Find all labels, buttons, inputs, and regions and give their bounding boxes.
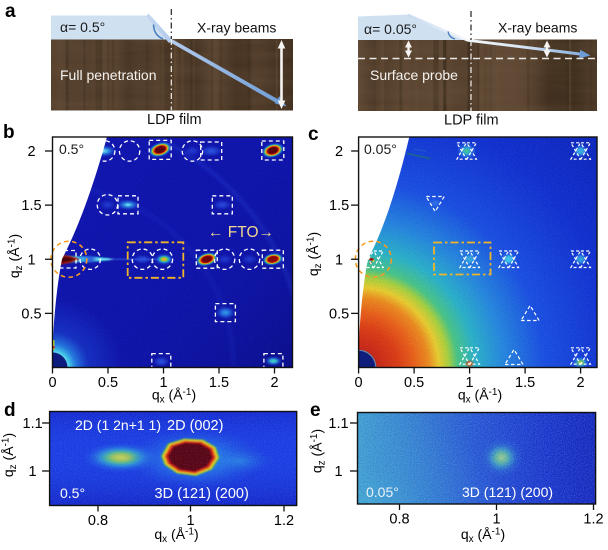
svg-text:0.05°: 0.05° xyxy=(366,484,399,500)
svg-text:1.2: 1.2 xyxy=(583,512,603,528)
svg-text:2: 2 xyxy=(335,144,343,160)
svg-text:2D (002): 2D (002) xyxy=(167,418,223,434)
svg-text:a: a xyxy=(5,1,16,22)
svg-text:b: b xyxy=(3,122,15,143)
svg-text:1: 1 xyxy=(466,375,474,391)
svg-text:0.5°: 0.5° xyxy=(59,141,84,157)
svg-text:0.5: 0.5 xyxy=(329,306,349,322)
svg-text:2: 2 xyxy=(577,375,585,391)
svg-text:← FTO→: ← FTO→ xyxy=(208,224,274,241)
svg-text:Surface probe: Surface probe xyxy=(370,67,458,83)
svg-text:e: e xyxy=(310,400,321,421)
svg-text:X-ray beams: X-ray beams xyxy=(197,20,276,36)
svg-text:3D (121) (200): 3D (121) (200) xyxy=(155,486,249,502)
svg-text:1.1: 1.1 xyxy=(23,416,43,432)
svg-text:1.1: 1.1 xyxy=(328,416,348,432)
svg-text:0.8: 0.8 xyxy=(389,512,409,528)
svg-text:LDP film: LDP film xyxy=(444,113,499,129)
svg-text:1: 1 xyxy=(27,252,35,268)
svg-text:0.5°: 0.5° xyxy=(60,485,85,501)
svg-text:c: c xyxy=(308,124,319,145)
svg-text:2D (1 2n+1 1): 2D (1 2n+1 1) xyxy=(75,417,161,433)
svg-text:1: 1 xyxy=(335,252,343,268)
svg-text:1: 1 xyxy=(186,513,194,529)
svg-text:3D (121) (200): 3D (121) (200) xyxy=(462,484,553,500)
svg-text:d: d xyxy=(4,400,16,421)
svg-text:LDP film: LDP film xyxy=(147,112,202,128)
svg-text:1: 1 xyxy=(334,464,342,480)
svg-text:1: 1 xyxy=(492,512,500,528)
svg-text:0.5: 0.5 xyxy=(21,306,41,322)
svg-text:1.5: 1.5 xyxy=(209,375,229,391)
svg-text:1.5: 1.5 xyxy=(329,198,349,214)
svg-text:0.5: 0.5 xyxy=(404,375,424,391)
svg-text:2: 2 xyxy=(270,375,278,391)
svg-text:0: 0 xyxy=(48,375,56,391)
svg-text:1: 1 xyxy=(29,464,37,480)
svg-text:X-ray beams: X-ray beams xyxy=(498,20,577,36)
svg-text:0.05°: 0.05° xyxy=(364,141,397,157)
svg-text:1: 1 xyxy=(159,375,167,391)
svg-text:2: 2 xyxy=(27,144,35,160)
svg-text:1.5: 1.5 xyxy=(515,375,535,391)
svg-text:α= 0.5°: α= 0.5° xyxy=(60,19,105,35)
svg-text:0.8: 0.8 xyxy=(88,513,108,529)
svg-text:1.5: 1.5 xyxy=(21,198,41,214)
svg-text:0.5: 0.5 xyxy=(98,375,118,391)
svg-text:α= 0.05°: α= 0.05° xyxy=(364,21,417,37)
svg-text:0: 0 xyxy=(355,375,363,391)
svg-text:Full penetration: Full penetration xyxy=(60,67,157,83)
svg-text:1.2: 1.2 xyxy=(274,513,294,529)
